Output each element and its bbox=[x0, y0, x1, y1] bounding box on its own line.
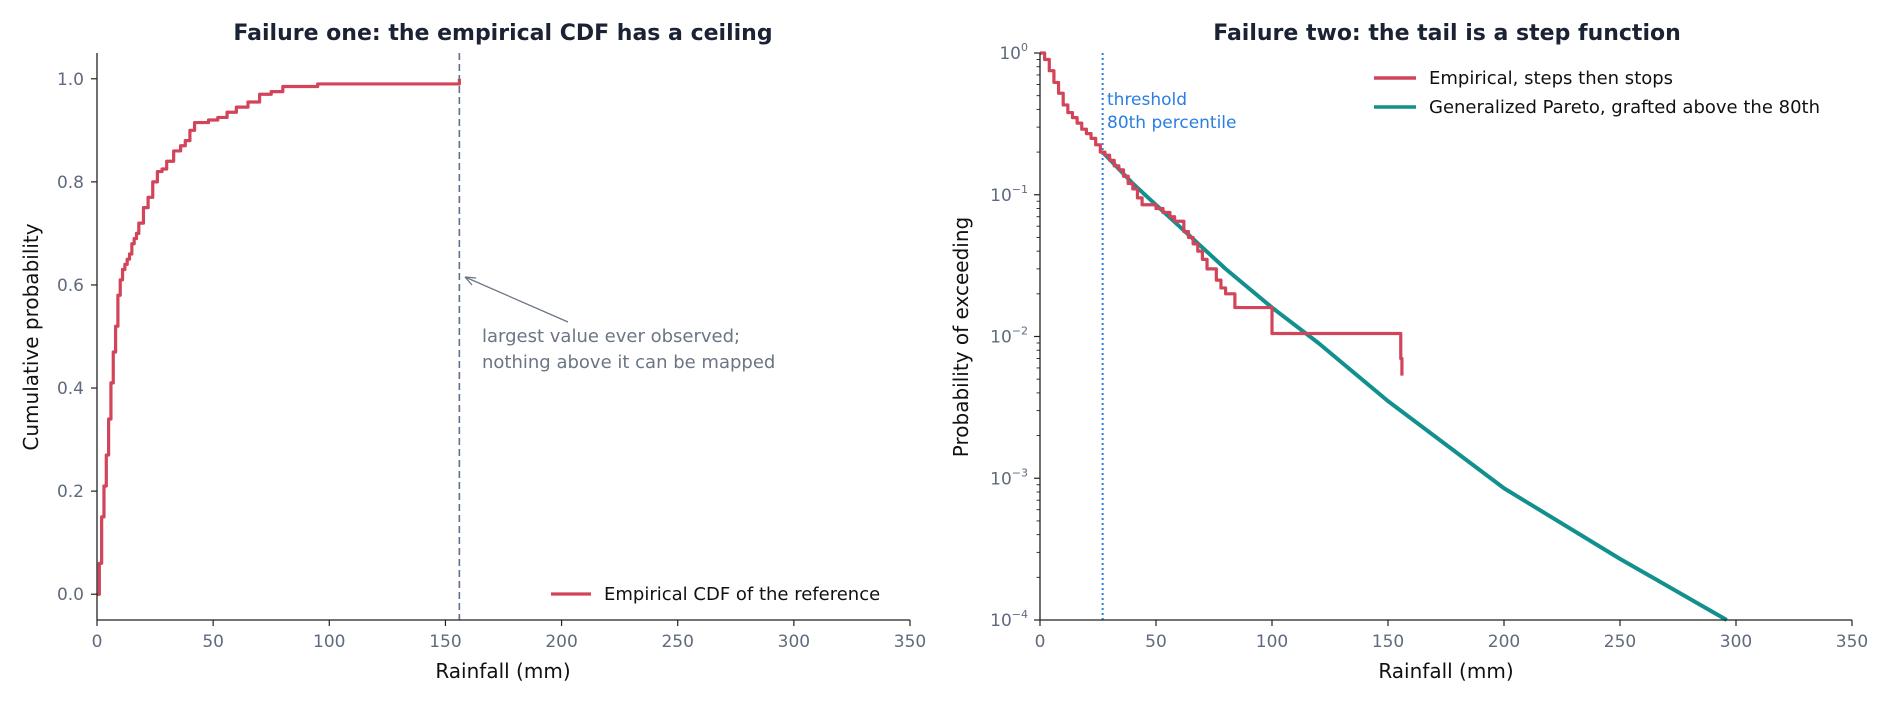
x-tick-label: 300 bbox=[1720, 632, 1752, 652]
y-tick-label: 0.2 bbox=[57, 482, 84, 502]
threshold-label-line-1: threshold bbox=[1107, 90, 1187, 110]
y-tick-label: 1.0 bbox=[57, 70, 84, 90]
x-tick-label: 100 bbox=[1256, 632, 1288, 652]
x-tick-label: 100 bbox=[313, 632, 345, 652]
empirical-cdf-line bbox=[97, 78, 461, 596]
left-y-axis-label: Cumulative probability bbox=[19, 223, 43, 450]
x-tick-label: 250 bbox=[661, 632, 693, 652]
x-tick-label: 350 bbox=[1836, 632, 1868, 652]
annotation-arrow-head bbox=[464, 276, 477, 286]
empirical-exceedance-line bbox=[1040, 51, 1404, 376]
x-tick-label: 0 bbox=[1035, 632, 1046, 652]
left-x-axis-label: Rainfall (mm) bbox=[435, 659, 570, 683]
right-x-axis-label: Rainfall (mm) bbox=[1378, 659, 1513, 683]
legend-label-empirical-steps: Empirical, steps then stops bbox=[1429, 68, 1673, 89]
y-tick-label: 10−2 bbox=[990, 325, 1028, 348]
x-tick-label: 0 bbox=[92, 632, 103, 652]
x-tick-label: 50 bbox=[202, 632, 224, 652]
x-tick-label: 300 bbox=[778, 632, 810, 652]
right-chart-title: Failure two: the tail is a step function bbox=[1213, 21, 1681, 46]
right-axis-ticks: 0 50 100 150 200 250 300 350 10−4 10−3 10−2 10−1 100 bbox=[990, 41, 1868, 652]
right-chart-panel: Failure two: the tail is a step function… bbox=[949, 21, 1868, 683]
left-chart-panel: Failure one: the empirical CDF has a cei… bbox=[19, 21, 926, 683]
x-tick-label: 150 bbox=[1372, 632, 1404, 652]
y-tick-label: 10−1 bbox=[990, 183, 1028, 206]
y-tick-label: 10−3 bbox=[990, 466, 1028, 489]
y-tick-label: 0.6 bbox=[57, 276, 84, 296]
legend-label-generalized-pareto: Generalized Pareto, grafted above the 80… bbox=[1429, 97, 1820, 118]
x-tick-label: 250 bbox=[1604, 632, 1636, 652]
annotation-line-2: nothing above it can be mapped bbox=[482, 352, 775, 373]
y-tick-label: 100 bbox=[999, 41, 1028, 64]
y-tick-label: 10−4 bbox=[990, 608, 1028, 631]
left-plot-area bbox=[97, 53, 461, 620]
left-legend: Empirical CDF of the reference bbox=[551, 584, 880, 605]
left-axis-ticks: 0 50 100 150 200 250 300 350 0.0 0.2 0.4 0.6 0.8 1.0 bbox=[57, 70, 926, 652]
annotation-arrow-line bbox=[464, 276, 569, 323]
x-tick-label: 200 bbox=[545, 632, 577, 652]
y-tick-label: 0.4 bbox=[57, 379, 84, 399]
y-tick-label: 0.0 bbox=[57, 585, 84, 605]
threshold-label-line-2: 80th percentile bbox=[1107, 113, 1237, 133]
x-tick-label: 50 bbox=[1145, 632, 1167, 652]
left-chart-title: Failure one: the empirical CDF has a cei… bbox=[233, 21, 772, 46]
right-legend: Empirical, steps then stops Generalized … bbox=[1374, 68, 1820, 118]
left-annotation: largest value ever observed; nothing abo… bbox=[464, 276, 775, 373]
x-tick-label: 350 bbox=[894, 632, 926, 652]
x-tick-label: 200 bbox=[1488, 632, 1520, 652]
right-plot-area bbox=[1040, 51, 1728, 622]
y-tick-label: 0.8 bbox=[57, 173, 84, 193]
threshold-label: threshold 80th percentile bbox=[1107, 90, 1237, 133]
legend-label-empirical-cdf: Empirical CDF of the reference bbox=[604, 584, 880, 605]
annotation-line-1: largest value ever observed; bbox=[482, 326, 740, 347]
generalized-pareto-line bbox=[1101, 150, 1728, 622]
x-tick-label: 150 bbox=[429, 632, 461, 652]
right-y-axis-label: Probability of exceeding bbox=[949, 217, 973, 457]
